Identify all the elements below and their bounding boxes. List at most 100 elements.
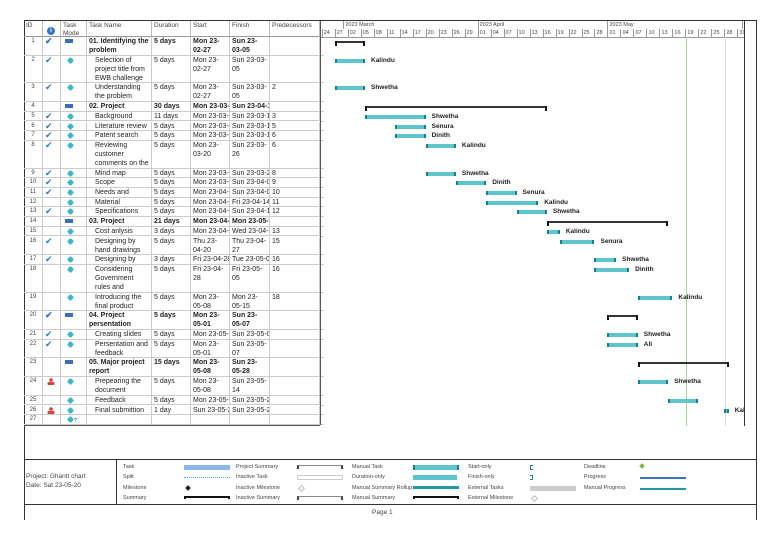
cell-name[interactable]: Creating slides [87,330,152,340]
manual-task-bar[interactable] [486,191,517,195]
cell-name[interactable]: Considering Government rules and regulat… [87,264,152,293]
cell-name[interactable]: Background resear [87,111,152,122]
manual-task-bar[interactable] [334,86,365,91]
cell-name[interactable]: Selection of project title from EWB chal… [87,55,152,84]
timescale-tick: 01 [477,29,492,37]
manual-task-bar[interactable] [395,124,426,129]
manual-schedule-pin-icon [66,179,75,187]
cell-duration: 1 day [152,405,191,416]
manual-schedule-pin-icon [66,265,75,273]
cell-name[interactable]: 05. Major project report [87,358,152,378]
table-bottom-border [24,424,320,426]
cell-id: 22 [24,339,43,359]
cell-duration: 5 days [152,330,191,340]
manual-task-bar[interactable] [637,380,669,385]
col-header-duration[interactable]: Duration [152,21,191,37]
manual-task-bar[interactable] [559,239,595,244]
cell-name[interactable]: Needs and analysis [87,188,152,198]
col-header-predecessors[interactable]: Predecessors [270,21,320,37]
cell-finish: Sun 23-03-05 [230,55,270,84]
col-header-indicators[interactable]: i [43,21,61,37]
cell-name[interactable]: Material Selection [87,197,152,208]
cell-name[interactable]: Introducing the final product [87,292,152,312]
legend-symbol [184,496,230,499]
legend-label: Finish-only [468,474,495,480]
col-header-task-mode[interactable]: Task Mode [61,21,87,37]
manual-task-bar[interactable] [594,267,630,272]
manual-task-bar[interactable] [425,143,456,148]
cell-name[interactable]: Patent search [87,131,152,141]
manual-task-bar[interactable] [425,171,456,176]
timescale-tick: 13 [659,29,673,37]
auto-schedule-icon [65,360,73,365]
cell-name[interactable]: Designing by solid [87,255,152,265]
cell-name[interactable]: Final submittion [87,405,152,416]
cell-info [43,358,61,378]
cell-info [43,102,61,112]
cell-name[interactable] [87,415,152,425]
cell-name[interactable]: 03. Project Devolopir [87,217,152,227]
col-header-id[interactable]: ID [24,21,43,37]
summary-bar[interactable] [334,41,366,46]
cell-start: Mon 23-03-2 [191,168,230,179]
manual-task-bar[interactable] [637,295,673,300]
summary-bar[interactable] [637,362,729,368]
cell-pred: 3 [270,111,320,122]
manual-task-bar[interactable] [365,114,426,119]
cell-name[interactable]: 04. Project persentation [87,311,152,330]
cell-name[interactable]: Reviewing customer comments on the [87,140,152,169]
cell-info: ✔ [43,37,61,56]
manual-task-bar[interactable] [724,408,729,413]
cell-name[interactable]: Understanding the problem [87,83,152,103]
cell-start: Mon 23-04-1 [191,226,230,237]
cell-name[interactable]: Cost anlysis [87,226,152,237]
col-header-task-name[interactable]: Task Name [87,21,152,37]
legend-symbol [184,477,230,478]
summary-bar[interactable] [365,106,547,112]
cell-name[interactable]: Specifications [87,207,152,218]
row-tick [320,291,324,293]
cell-mode [61,405,87,416]
manual-task-bar[interactable] [486,200,539,205]
cell-name[interactable]: Prepearing the document [87,377,152,396]
cell-finish: Sun 23-03-26 [230,140,270,169]
manual-task-bar[interactable] [455,181,487,186]
timescale-tick: 07 [633,29,647,37]
manual-task-bar[interactable] [607,333,638,337]
cell-info [43,226,61,237]
cell-duration: 5 days [152,236,191,256]
legend-label: Manual Task [352,464,383,470]
cell-name[interactable]: Mind map [87,168,152,179]
row-tick [320,54,324,56]
cell-name[interactable]: 01. Identifying the problem [87,37,152,56]
manual-task-bar[interactable] [516,210,547,215]
col-header-start[interactable]: Start [191,21,230,37]
cell-mode [61,178,87,188]
cell-name[interactable]: Designing by hand drawings [87,236,152,256]
cell-name[interactable]: Literature review [87,121,152,132]
legend-label: Inactive Summary [236,495,281,501]
cell-pred: 6 [270,140,320,169]
summary-bar[interactable] [607,315,639,321]
legend-symbol [413,475,459,480]
cell-name[interactable]: 02. Project planning [87,102,152,112]
cell-mode [61,311,87,330]
cell-finish: Mon 23-05-15 [230,292,270,312]
row-tick [320,196,324,198]
manual-task-bar[interactable] [594,258,617,263]
cell-finish: Sun 23-03-19 [230,111,270,122]
resource-label: Shwetha [622,256,649,264]
cell-name[interactable]: Feedback [87,395,152,406]
cell-id: 6 [24,121,43,132]
cell-name[interactable]: Persentation and feedback [87,339,152,359]
manual-task-bar[interactable] [668,398,699,403]
cell-id: 13 [24,207,43,218]
cell-name[interactable]: Scope [87,178,152,188]
legend-symbol [297,475,343,480]
manual-task-bar[interactable] [546,229,560,234]
manual-task-bar[interactable] [607,342,638,347]
col-header-finish[interactable]: Finish [230,21,270,37]
manual-task-bar[interactable] [395,134,426,139]
summary-bar[interactable] [546,221,669,227]
manual-task-bar[interactable] [334,58,365,63]
